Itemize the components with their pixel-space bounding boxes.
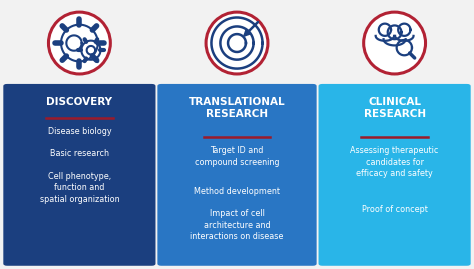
Text: Proof of concept: Proof of concept [362, 205, 428, 214]
Text: Assessing therapeutic
candidates for
efficacy and safety: Assessing therapeutic candidates for eff… [350, 146, 439, 178]
Text: Disease biology: Disease biology [47, 127, 111, 136]
Ellipse shape [364, 12, 426, 74]
Text: Cell phenotype,
function and
spatial organization: Cell phenotype, function and spatial org… [40, 172, 119, 204]
Text: Method development: Method development [194, 187, 280, 196]
Text: TRANSLATIONAL
RESEARCH: TRANSLATIONAL RESEARCH [189, 97, 285, 119]
Text: Target ID and
compound screening: Target ID and compound screening [195, 146, 279, 167]
Ellipse shape [206, 12, 268, 74]
Text: Basic research: Basic research [50, 149, 109, 158]
Text: Impact of cell
architecture and
interactions on disease: Impact of cell architecture and interact… [191, 209, 283, 241]
Text: DISCOVERY: DISCOVERY [46, 97, 112, 107]
Ellipse shape [48, 12, 110, 74]
FancyBboxPatch shape [157, 84, 317, 266]
FancyBboxPatch shape [3, 84, 155, 266]
Text: CLINICAL
RESEARCH: CLINICAL RESEARCH [364, 97, 426, 119]
FancyBboxPatch shape [319, 84, 471, 266]
